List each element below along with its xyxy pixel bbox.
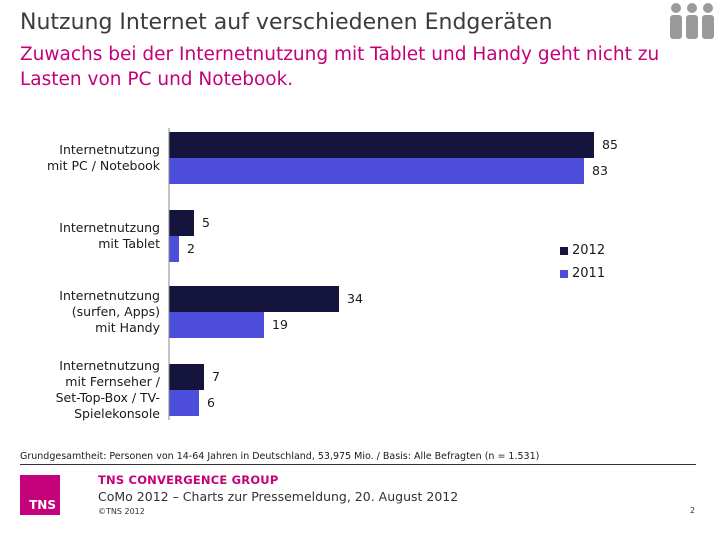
value-label-2011-3: 6 xyxy=(207,395,215,410)
legend-label-2012: 2012 xyxy=(572,243,606,258)
legend-label-2011: 2011 xyxy=(572,266,606,281)
bar-2012-0 xyxy=(169,132,594,158)
value-label-2012-1: 5 xyxy=(202,215,210,230)
value-label-2012-3: 7 xyxy=(212,369,220,384)
value-label-2011-1: 2 xyxy=(187,241,195,256)
page-title: Nutzung Internet auf verschiedenen Endge… xyxy=(20,10,553,35)
legend-item-2011: 2011 xyxy=(560,262,605,285)
page-number: 2 xyxy=(690,506,696,515)
company-name: TNS CONVERGENCE GROUP xyxy=(98,473,279,487)
bar-chart: 85 83 Internetnutzung mit PC / Notebook 52 In… xyxy=(47,128,618,421)
category-label-3: Internetnutzung mit Fernseher / Set-Top-Bo… xyxy=(56,358,161,421)
bar-2012-2 xyxy=(169,286,339,312)
basis-note: Grundgesamtheit: Personen von 14-64 Jahr… xyxy=(20,451,540,462)
bar-2011-2 xyxy=(169,312,264,338)
category-label-1: Internetnutzung mit Tablet xyxy=(59,220,160,251)
legend-swatch-2012 xyxy=(560,246,568,255)
page-subtitle: Zuwachs bei der Internetnutzung mit Tabl… xyxy=(20,44,660,90)
legend-item-2012: 2012 xyxy=(560,239,605,262)
value-label-2012-0: 85 xyxy=(602,137,618,152)
chart-legend: 2012 2011 xyxy=(560,239,605,285)
bar-2011-1 xyxy=(169,236,179,262)
footer-divider xyxy=(20,464,696,465)
footer-text: CoMo 2012 – Charts zur Pressemeldung, 20… xyxy=(98,489,459,504)
copyright: ©TNS 2012 xyxy=(98,507,145,516)
people-group-icon xyxy=(670,3,714,39)
category-label-2: Internetnutzung (surfen, Apps) mit Handy xyxy=(59,288,160,335)
value-label-2011-2: 19 xyxy=(272,317,288,332)
bar-2011-3 xyxy=(169,390,199,416)
value-label-2011-0: 83 xyxy=(592,163,608,178)
bar-2012-3 xyxy=(169,364,204,390)
value-label-2012-2: 34 xyxy=(347,291,363,306)
legend-swatch-2011 xyxy=(560,269,568,278)
category-label-0: Internetnutzung mit PC / Notebook xyxy=(47,142,161,173)
bar-2011-0 xyxy=(169,158,584,184)
tns-logo: TNS xyxy=(20,475,60,515)
bar-2012-1 xyxy=(169,210,194,236)
